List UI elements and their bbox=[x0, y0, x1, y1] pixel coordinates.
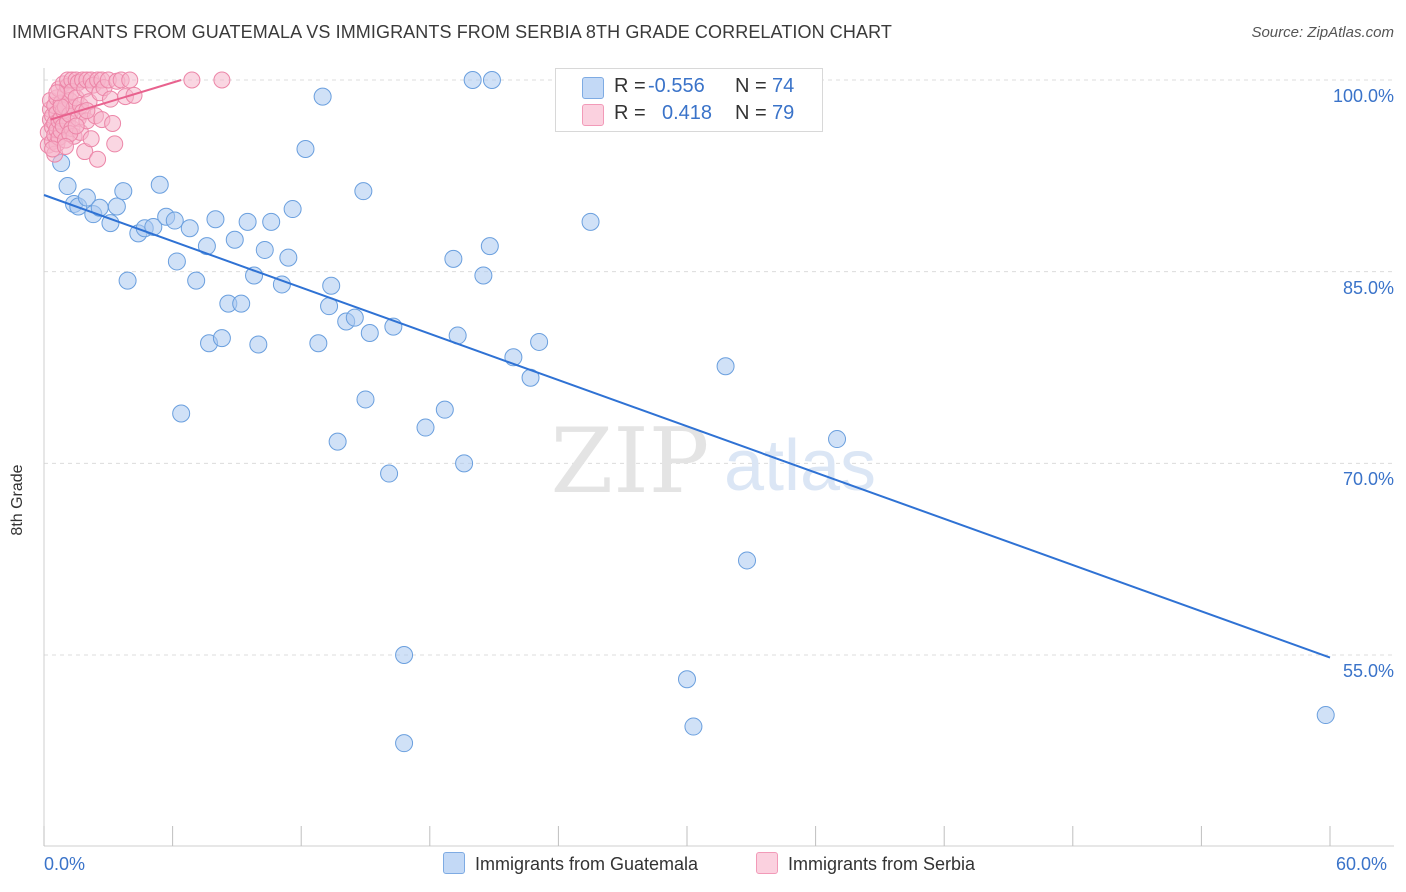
legend-label: Immigrants from Guatemala bbox=[475, 854, 699, 874]
data-point bbox=[255, 240, 274, 259]
legend-item-serbia[interactable]: Immigrants from Serbia bbox=[756, 852, 975, 875]
data-point bbox=[144, 217, 163, 236]
r-value: 0.418 bbox=[662, 102, 713, 124]
guatemala-swatch bbox=[582, 77, 604, 99]
data-point bbox=[167, 252, 186, 271]
data-point bbox=[67, 117, 85, 135]
data-point bbox=[114, 182, 133, 201]
series-guatemala bbox=[52, 71, 1335, 753]
series-layer bbox=[39, 71, 1335, 753]
data-point bbox=[345, 308, 364, 327]
data-point bbox=[125, 86, 143, 104]
data-point bbox=[183, 71, 201, 89]
data-point bbox=[82, 130, 100, 148]
data-point bbox=[328, 432, 347, 451]
data-point bbox=[238, 212, 257, 231]
data-point bbox=[232, 294, 251, 313]
source-credit: Source: ZipAtlas.com bbox=[1251, 24, 1394, 41]
data-point bbox=[165, 211, 184, 230]
data-point bbox=[52, 98, 70, 116]
data-point bbox=[283, 200, 302, 219]
data-point bbox=[249, 335, 268, 354]
r-value: -0.556 bbox=[648, 75, 705, 97]
n-label: N = bbox=[735, 102, 767, 124]
serbia-legend-swatch bbox=[756, 852, 778, 874]
data-point bbox=[206, 210, 225, 229]
data-point bbox=[480, 237, 499, 256]
data-point bbox=[58, 177, 77, 196]
stats-row-serbia: R = 0.418 N = 79 bbox=[556, 101, 822, 127]
n-label: N = bbox=[735, 75, 767, 97]
y-tick-label: 85.0% bbox=[1342, 277, 1394, 298]
trend-line-guatemala bbox=[43, 194, 1331, 659]
data-point bbox=[104, 114, 122, 132]
data-point bbox=[435, 400, 454, 419]
data-point bbox=[212, 329, 231, 348]
data-point bbox=[455, 454, 474, 473]
data-point bbox=[828, 430, 847, 449]
legend-label: Immigrants from Serbia bbox=[788, 854, 976, 874]
watermark-zip: ZIP bbox=[551, 409, 710, 514]
data-point bbox=[482, 71, 501, 89]
axes bbox=[43, 68, 1394, 847]
data-point bbox=[172, 404, 191, 423]
data-point bbox=[48, 84, 66, 102]
data-point bbox=[380, 464, 399, 483]
r-label: R = bbox=[614, 75, 646, 97]
data-point bbox=[89, 150, 107, 168]
guatemala-legend-swatch bbox=[443, 852, 465, 874]
chart-title: IMMIGRANTS FROM GUATEMALA VS IMMIGRANTS … bbox=[12, 22, 892, 42]
data-point bbox=[395, 734, 414, 753]
data-point bbox=[313, 87, 332, 106]
data-point bbox=[416, 418, 435, 437]
data-point bbox=[107, 197, 126, 216]
data-point bbox=[106, 135, 124, 153]
trend-line-serbia bbox=[50, 79, 182, 121]
data-point bbox=[56, 137, 74, 155]
data-point bbox=[354, 182, 373, 201]
data-point bbox=[322, 276, 341, 295]
serbia-swatch bbox=[582, 104, 604, 126]
data-point bbox=[296, 140, 315, 158]
data-point bbox=[213, 71, 231, 89]
data-point bbox=[279, 248, 298, 267]
y-axis-title: 8th Grade bbox=[9, 464, 26, 536]
n-value: 79 bbox=[772, 102, 795, 124]
data-point bbox=[1316, 706, 1335, 725]
data-point bbox=[444, 249, 463, 268]
n-value: 74 bbox=[772, 75, 795, 97]
data-point bbox=[150, 175, 169, 194]
data-point bbox=[463, 71, 482, 89]
stats-row-guatemala: R = -0.556 N = 74 bbox=[556, 74, 822, 100]
data-point bbox=[360, 324, 379, 342]
data-point bbox=[101, 214, 120, 233]
series-serbia bbox=[39, 71, 231, 168]
data-point bbox=[121, 71, 139, 89]
data-point bbox=[356, 390, 375, 409]
data-point bbox=[118, 271, 137, 290]
data-point bbox=[581, 212, 600, 231]
data-point bbox=[262, 212, 281, 231]
data-point bbox=[187, 271, 206, 290]
y-tick-label: 100.0% bbox=[1332, 86, 1394, 106]
data-point bbox=[530, 332, 549, 351]
data-point bbox=[395, 646, 414, 664]
r-label: R = bbox=[614, 102, 646, 124]
stats-legend: R = -0.556 N = 74 R = 0.418 N = 79 bbox=[555, 68, 823, 132]
y-tick-label: 55.0% bbox=[1342, 661, 1394, 681]
x-tick-label: 60.0% bbox=[1336, 854, 1388, 874]
data-point bbox=[77, 188, 96, 207]
data-point bbox=[180, 219, 199, 238]
y-tick-label: 70.0% bbox=[1342, 469, 1394, 490]
data-point bbox=[474, 266, 493, 285]
data-point bbox=[678, 670, 696, 689]
data-point bbox=[738, 551, 757, 570]
data-point bbox=[684, 717, 703, 736]
x-tick-label: 0.0% bbox=[44, 854, 86, 874]
legend-item-guatemala[interactable]: Immigrants from Guatemala bbox=[443, 852, 698, 875]
data-point bbox=[225, 230, 244, 249]
data-point bbox=[309, 334, 328, 353]
data-point bbox=[716, 357, 735, 376]
